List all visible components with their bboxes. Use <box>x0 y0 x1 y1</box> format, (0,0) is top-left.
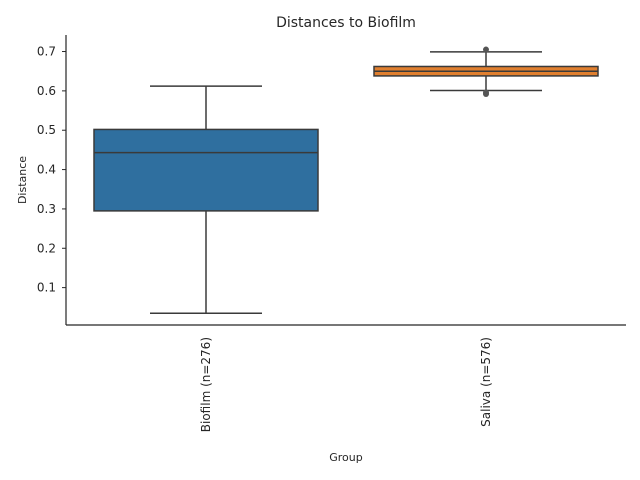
x-tick-label-1: Saliva (n=576) <box>479 337 493 427</box>
outlier-1-1 <box>483 89 489 96</box>
y-tick-labels: 0.1 0.2 0.3 0.4 0.5 0.6 0.7 <box>37 45 66 295</box>
y-axis-label: Distance <box>16 156 29 204</box>
y-tick-label-5: 0.6 <box>37 84 56 98</box>
box-iqr-0 <box>93 128 319 212</box>
box-group-1 <box>373 46 599 98</box>
y-tick-label-4: 0.5 <box>37 123 56 137</box>
x-tick-label-0: Biofilm (n=276) <box>199 337 213 432</box>
y-tick-label-3: 0.4 <box>37 163 56 177</box>
y-tick-label-1: 0.2 <box>37 241 56 255</box>
plot-area <box>93 46 599 314</box>
box-group-0 <box>93 85 319 314</box>
x-tick-labels: Biofilm (n=276) Saliva (n=576) <box>199 337 493 432</box>
y-tick-label-0: 0.1 <box>37 281 56 295</box>
outlier-1-2 <box>483 46 489 53</box>
chart-title: Distances to Biofilm <box>276 15 416 31</box>
y-tick-label-2: 0.3 <box>37 202 56 216</box>
x-axis-label: Group <box>329 451 363 464</box>
y-tick-label-6: 0.7 <box>37 45 56 59</box>
